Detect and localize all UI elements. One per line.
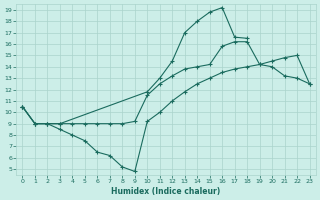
X-axis label: Humidex (Indice chaleur): Humidex (Indice chaleur) bbox=[111, 187, 221, 196]
